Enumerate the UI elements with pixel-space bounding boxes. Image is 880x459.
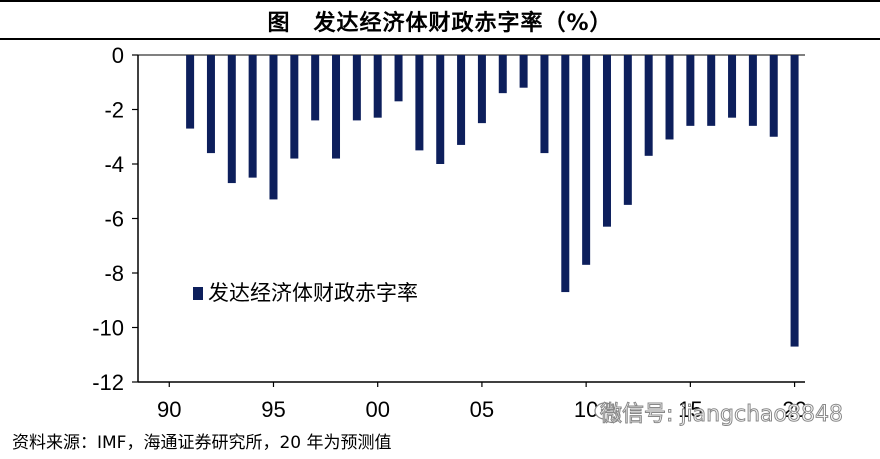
y-tick-label: 0	[112, 43, 124, 68]
source-note: 资料来源：IMF，海通证券研究所，20 年为预测值	[12, 433, 392, 453]
y-tick-label: -4	[104, 152, 124, 177]
bar-2020	[790, 55, 799, 347]
bar-2015	[686, 55, 695, 126]
bar-2009	[561, 55, 570, 293]
bar-layer	[186, 55, 799, 347]
title-bar: 图 发达经济体财政赤字率（%）	[0, 0, 880, 40]
bar-2000	[373, 55, 382, 118]
bar-1995	[269, 55, 278, 200]
title-top-rule	[0, 0, 880, 2]
bar-1998	[332, 55, 341, 159]
bar-1993	[227, 55, 236, 184]
bar-1996	[290, 55, 299, 159]
x-tick-label: 10	[574, 397, 598, 422]
bar-2010	[582, 55, 591, 265]
x-tick-label: 20	[782, 397, 806, 422]
bar-2017	[728, 55, 737, 118]
bar-1994	[248, 55, 257, 178]
bar-2014	[665, 55, 674, 140]
x-tick-label: 05	[470, 397, 494, 422]
bar-2003	[436, 55, 445, 164]
bar-2001	[394, 55, 403, 102]
bar-2007	[519, 55, 528, 88]
bar-1992	[206, 55, 215, 154]
y-tick-label: -12	[92, 370, 124, 395]
bar-2011	[602, 55, 611, 227]
bar-2016	[707, 55, 716, 126]
bar-2006	[498, 55, 507, 94]
legend-label: 发达经济体财政赤字率	[208, 281, 418, 305]
page-title: 图 发达经济体财政赤字率（%）	[267, 11, 613, 36]
bar-2004	[457, 55, 466, 145]
x-tick-label: 00	[365, 397, 389, 422]
bar-2019	[769, 55, 778, 137]
y-tick-label: -10	[92, 316, 124, 341]
y-tick-label: -8	[104, 261, 124, 286]
bar-2013	[644, 55, 653, 156]
axis-layer: 0 -2 -4 -6 -8 -10 -12 90 95 00 05 10 15 20	[92, 43, 807, 422]
x-tick-label: 95	[261, 397, 285, 422]
bar-1999	[352, 55, 361, 121]
bar-2008	[540, 55, 549, 154]
legend-swatch	[193, 287, 203, 300]
bar-1991	[186, 55, 195, 129]
x-tick-label: 15	[678, 397, 702, 422]
x-tick-label: 90	[157, 397, 181, 422]
y-tick-label: -6	[104, 207, 124, 232]
watermark-text: 微信号: jiangchao8848	[600, 402, 844, 428]
y-tick-label: -2	[104, 98, 124, 123]
bar-1997	[311, 55, 320, 121]
legend: 发达经济体财政赤字率	[193, 281, 418, 305]
bar-2005	[477, 55, 486, 124]
bar-2012	[623, 55, 632, 205]
bar-2002	[415, 55, 424, 151]
bar-2018	[748, 55, 757, 126]
title-bottom-rule	[0, 38, 880, 40]
wechat-icon	[594, 402, 622, 424]
